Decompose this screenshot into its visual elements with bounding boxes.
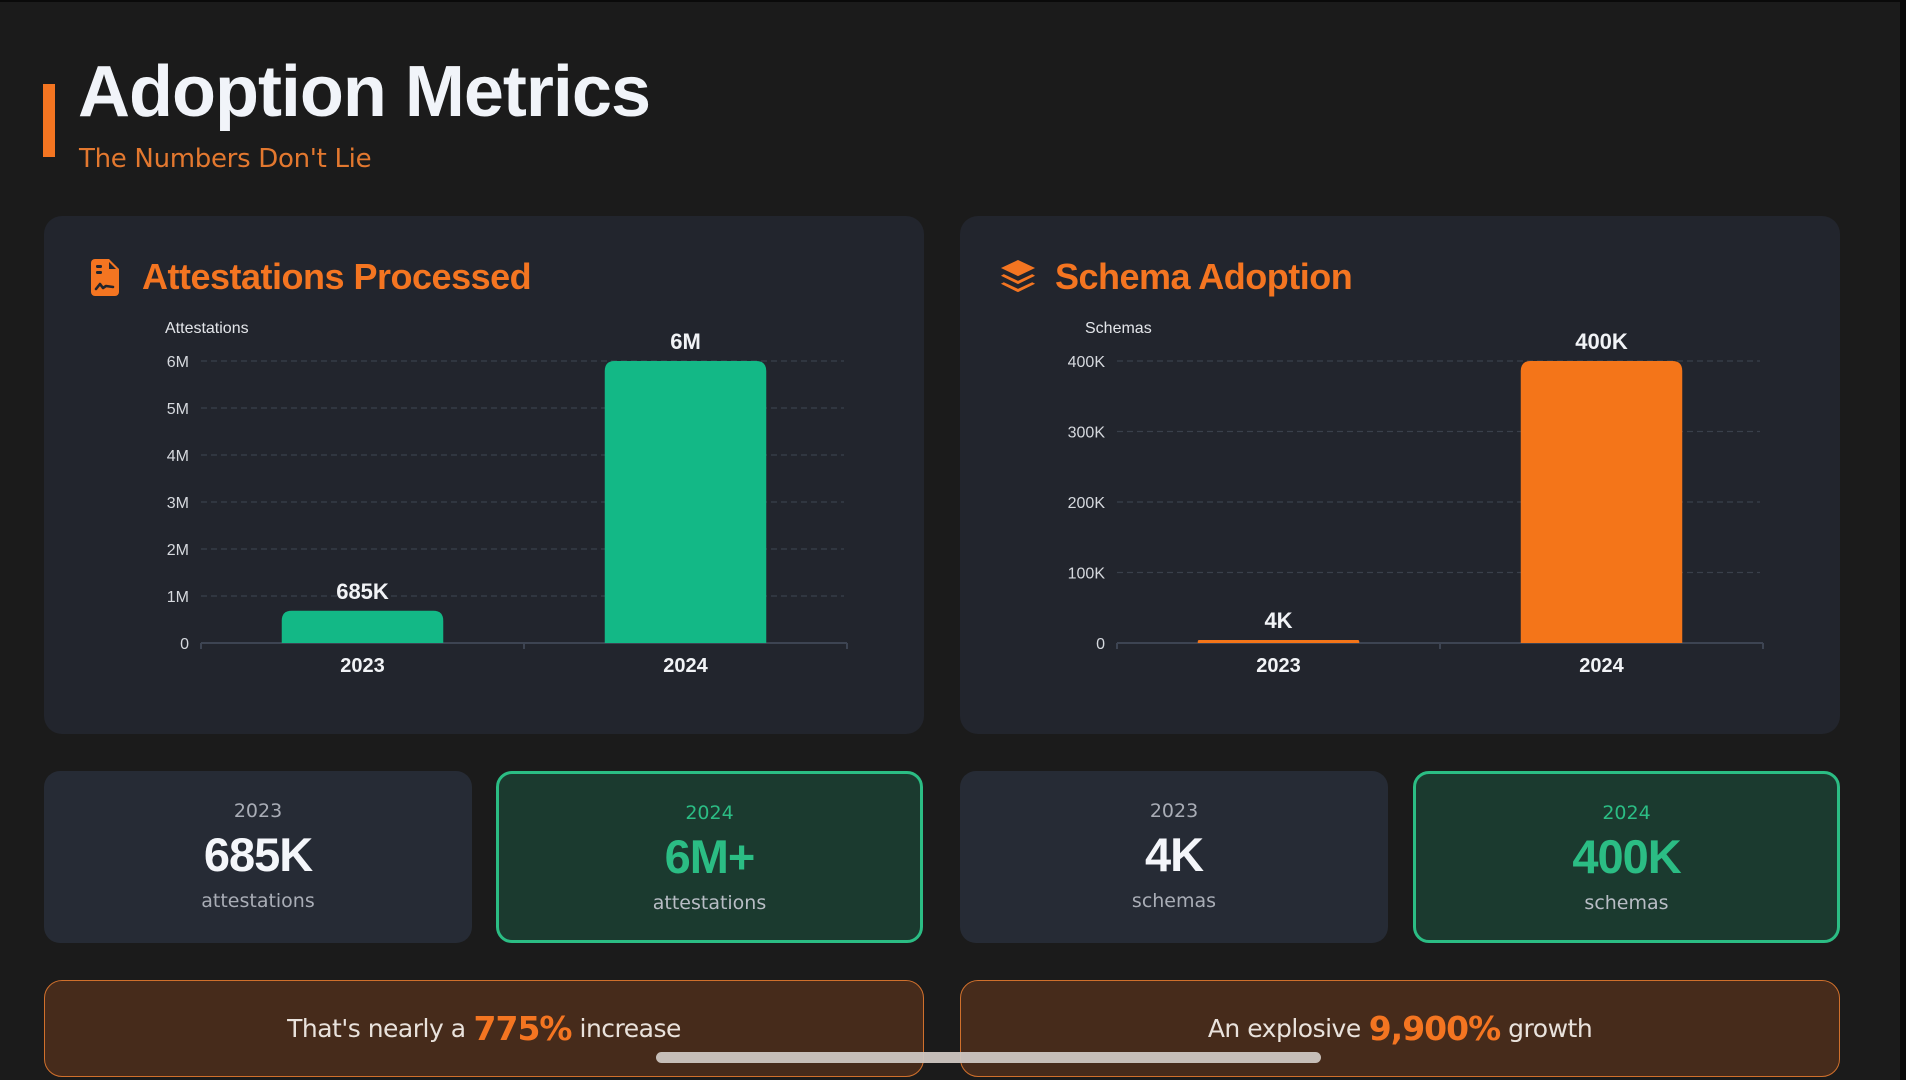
x-tick-label: 2023	[1256, 655, 1301, 677]
banner-text-after: increase	[579, 1014, 682, 1043]
file-contract-icon	[87, 258, 123, 296]
stat-year: 2023	[1149, 800, 1199, 822]
bar-value-label: 4K	[1264, 608, 1292, 633]
bar-2024	[1520, 361, 1683, 643]
attestations-chart: 0 1M 2M 3M 4M 5M 6M Attestations 685K 2023 6M 2024	[165, 320, 848, 677]
y-tick-label: 4M	[167, 448, 189, 465]
y-tick-label: 300K	[1068, 425, 1106, 442]
attestations-card-title: Attestations Processed	[142, 256, 532, 297]
bar-2024	[604, 361, 767, 643]
schema-chart: 0 100K 200K 300K 400K Schemas 4K 2023 400K 2024	[1068, 320, 1764, 677]
bar-2023	[1197, 640, 1360, 643]
stat-card-attestations-2024: 2024 6M+ attestations	[496, 771, 923, 943]
y-tick-label: 200K	[1068, 495, 1106, 512]
y-tick-label: 0	[1096, 636, 1105, 653]
right-edge	[1900, 0, 1906, 1080]
y-tick-label: 100K	[1068, 566, 1106, 583]
x-tick-label: 2023	[340, 655, 385, 677]
stat-year: 2024	[685, 802, 734, 824]
banner-highlight: 775%	[473, 1009, 573, 1048]
stat-unit: attestations	[201, 890, 315, 912]
stat-value: 4K	[1144, 828, 1204, 881]
attestations-card-header: Attestations Processed	[87, 254, 532, 300]
y-tick-label: 400K	[1068, 354, 1106, 371]
attestations-card: 0 1M 2M 3M 4M 5M 6M Attestations 685K 2023 6M 2024 …	[44, 216, 924, 734]
home-indicator-bar[interactable]	[656, 1052, 1321, 1063]
y-tick-label: 6M	[167, 354, 189, 371]
bar-value-label: 6M	[670, 329, 701, 354]
page-subtitle: The Numbers Don't Lie	[79, 144, 372, 174]
x-tick-label: 2024	[663, 655, 708, 677]
y-tick-label: 2M	[167, 542, 189, 559]
banner-text-before: That's nearly a	[287, 1014, 466, 1043]
page-title: Adoption Metrics	[78, 52, 651, 132]
banner-text-before: An explosive	[1207, 1014, 1361, 1043]
y-tick-label: 0	[180, 636, 189, 653]
banner-highlight: 9,900%	[1368, 1009, 1501, 1048]
x-tick-label: 2024	[1579, 655, 1624, 677]
y-tick-label: 1M	[167, 589, 189, 606]
y-tick-label: 3M	[167, 495, 189, 512]
stat-year: 2024	[1602, 802, 1651, 824]
banner-text-after: growth	[1508, 1014, 1593, 1043]
y-axis-title: Attestations	[165, 320, 249, 337]
layers-icon	[1000, 258, 1036, 296]
stat-card-schemas-2023: 2023 4K schemas	[960, 771, 1388, 943]
bar-value-label: 685K	[336, 579, 389, 604]
bar-value-label: 400K	[1575, 329, 1628, 354]
top-edge	[0, 0, 1906, 2]
stat-year: 2023	[233, 800, 283, 822]
stat-value: 685K	[203, 828, 313, 881]
schema-card: 0 100K 200K 300K 400K Schemas 4K 2023 400K 2024 S…	[960, 216, 1840, 734]
stat-unit: schemas	[1584, 892, 1669, 914]
bar-2023	[281, 610, 444, 643]
stat-value: 400K	[1572, 830, 1681, 883]
stat-card-attestations-2023: 2023 685K attestations	[44, 771, 472, 943]
title-accent-bar	[43, 84, 55, 157]
stat-unit: attestations	[652, 892, 767, 914]
schema-card-title: Schema Adoption	[1055, 256, 1353, 297]
stat-card-schemas-2024: 2024 400K schemas	[1413, 771, 1840, 943]
schema-card-header: Schema Adoption	[1000, 254, 1353, 300]
y-axis-title: Schemas	[1085, 320, 1152, 337]
stat-value: 6M+	[664, 830, 756, 883]
y-tick-label: 5M	[167, 401, 189, 418]
stat-unit: schemas	[1131, 890, 1217, 912]
